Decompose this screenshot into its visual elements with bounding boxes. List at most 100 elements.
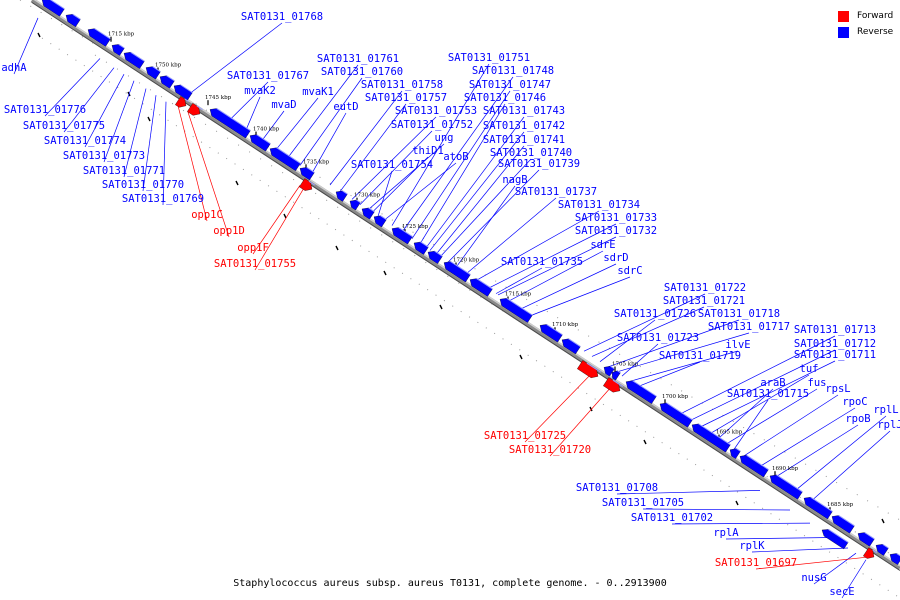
leader-line	[709, 374, 810, 434]
gene-arrow-bevel	[586, 362, 602, 373]
leader-line	[743, 394, 839, 457]
gene-label: SAT0131_01715	[727, 388, 809, 400]
gene-label: SAT0131_01737	[515, 186, 597, 198]
gene-label: ung	[435, 132, 454, 144]
scale-tick-label: 1715 kbp	[108, 32, 135, 38]
leader-line	[813, 552, 857, 585]
gene-arrow-bevel	[698, 423, 731, 446]
leader-line	[583, 293, 706, 352]
leader-line	[359, 130, 433, 205]
gene-arrow-bevel	[398, 227, 413, 238]
scale-tick-label: 1730 kbp	[354, 193, 381, 199]
gene-label: mvaD	[271, 99, 296, 111]
leader-line	[607, 319, 740, 368]
leader-line	[725, 537, 833, 540]
leader-line	[339, 103, 407, 192]
reverse-gene-arrow	[499, 297, 533, 323]
gene-label: SAT0131_01748	[472, 65, 554, 77]
gene-arrow-bevel	[736, 448, 741, 452]
gene-arrow-bevel	[838, 515, 855, 527]
gene-arrow-bevel	[166, 75, 175, 82]
gene-arrow-bevel	[152, 66, 161, 73]
forward-gene-label: opp1F	[237, 242, 269, 254]
leader-line	[123, 88, 147, 178]
gene-label: SAT0131_01722	[664, 282, 746, 294]
leader-line	[841, 559, 867, 599]
scale-tick-label: 1705 kbp	[612, 362, 639, 368]
scale-tick-label: 1725 kbp	[402, 224, 429, 230]
gene-arrow-bevel	[356, 199, 361, 203]
gene-label: fus	[808, 377, 827, 389]
forward-gene-label: opp1C	[191, 209, 223, 221]
reverse-gene-arrow	[625, 380, 657, 404]
gene-label: SAT0131_01717	[708, 321, 790, 333]
reverse-gene-arrow	[87, 28, 111, 47]
leader-line	[252, 185, 301, 255]
gene-arrow-bevel	[130, 51, 145, 62]
leader-line	[751, 547, 849, 553]
reverse-gene-arrow	[443, 261, 471, 283]
gene-label: SAT0131_01753	[395, 105, 477, 117]
forward-gene-label: opp1D	[213, 225, 245, 237]
backbone	[30, 0, 900, 571]
forward-gene-arrow	[863, 547, 878, 559]
gene-label: sdrE	[590, 239, 615, 251]
gene-arrow-shape	[863, 547, 875, 559]
scale-tick-label: 1710 kbp	[552, 322, 579, 328]
gene-label: SAT0131_01776	[4, 104, 86, 116]
reverse-gene-arrow	[111, 43, 125, 56]
reverse-gene-arrow	[729, 448, 741, 459]
reverse-gene-arrow	[769, 474, 803, 500]
gene-label: secE	[829, 586, 854, 598]
leader-line	[299, 77, 363, 166]
gene-label: SAT0131_01775	[23, 120, 105, 132]
leader-line	[487, 223, 617, 289]
reverse-gene-arrow	[831, 515, 855, 534]
reverse-gene-arrow	[299, 166, 315, 181]
gene-label: SAT0131_01702	[631, 512, 713, 524]
leader-line	[383, 162, 457, 221]
gene-labels: SAT0131_01768 SAT0131_01767 mvaK2 mvaD mvaK1…	[1, 11, 900, 598]
gene-label: araB	[760, 377, 785, 389]
leader-line	[401, 76, 514, 233]
gene-label: rplA	[713, 527, 739, 539]
gene-arrow-bevel	[450, 261, 471, 275]
leader-line	[189, 22, 283, 94]
gene-label: thiD1	[412, 145, 444, 157]
leader-line	[177, 105, 208, 222]
gene-label: SAT0131_01735	[501, 256, 583, 268]
label-leaders	[13, 17, 891, 599]
gene-label: SAT0131_01754	[351, 159, 433, 171]
forward-gene-label: SAT0131_01697	[715, 557, 797, 569]
gene-label: SAT0131_01769	[122, 193, 204, 205]
gene-label: tuf	[800, 363, 819, 375]
scale-tick-label: 1700 kbp	[662, 394, 689, 400]
scale-tick-label: 1715 kbp	[505, 291, 532, 297]
leader-line	[311, 112, 347, 174]
leader-line	[775, 424, 859, 478]
leader-line	[455, 185, 516, 268]
forward-gene-label: SAT0131_01725	[484, 430, 566, 442]
leader-line	[84, 74, 125, 148]
forward-gene-arrow	[299, 178, 316, 191]
leader-line	[254, 187, 305, 271]
reverse-gene-arrow	[173, 84, 193, 101]
reverse-gene-arrow	[41, 0, 65, 17]
gene-label: SAT0131_01719	[659, 350, 741, 362]
gene-label: SAT0131_01747	[469, 79, 551, 91]
gene-arrows	[41, 0, 900, 565]
reverse-gene-arrow	[159, 75, 175, 89]
scale-tick-label: 1720 kbp	[453, 257, 480, 263]
gene-label: SAT0131_01718	[698, 308, 780, 320]
gene-label: SAT0131_01768	[241, 11, 323, 23]
reverse-gene-arrow	[209, 108, 251, 139]
gene-label: SAT0131_01757	[365, 92, 447, 104]
gene-arrow-bevel	[72, 13, 81, 20]
gene-arrow-bevel	[380, 215, 387, 220]
gene-arrow-bevel	[434, 250, 443, 257]
gene-label: SAT0131_01746	[464, 92, 546, 104]
reverse-gene-arrow	[875, 543, 889, 556]
leader-line	[351, 116, 437, 200]
gene-arrow-bevel	[546, 323, 563, 336]
